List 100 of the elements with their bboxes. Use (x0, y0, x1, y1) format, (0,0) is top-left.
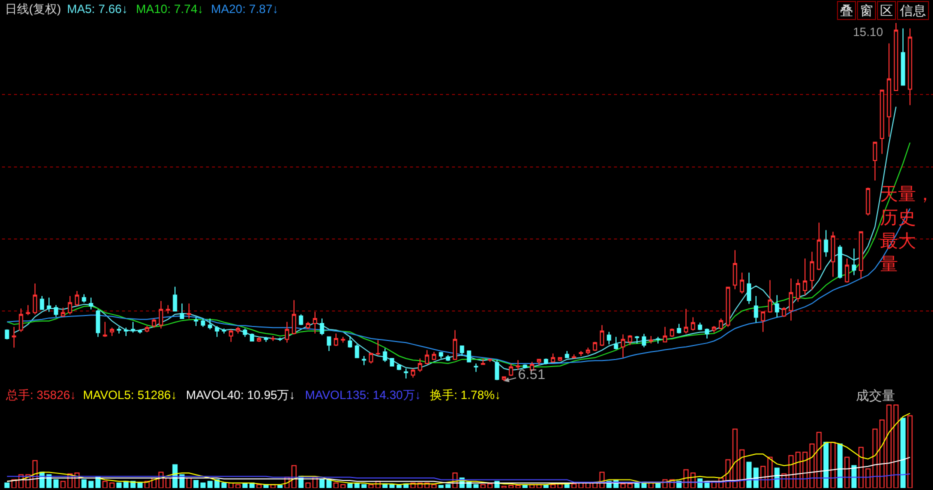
candlestick (474, 363, 478, 372)
candlestick (684, 308, 688, 334)
bar (788, 455, 794, 488)
candlestick (494, 360, 500, 381)
bar (473, 484, 479, 488)
candlestick (158, 300, 164, 329)
candlestick (264, 336, 268, 342)
candlestick (362, 355, 366, 366)
candlestick (726, 286, 730, 328)
candlestick (824, 230, 828, 258)
candlestick (564, 350, 570, 358)
bar (32, 460, 38, 488)
candlestick (438, 351, 444, 359)
candlestick (404, 368, 408, 379)
candlestick (754, 295, 758, 324)
bar (25, 474, 31, 488)
bar (536, 484, 542, 488)
text: MA5: 7.66↓ (67, 2, 128, 16)
candlestick (452, 330, 458, 361)
candlestick (214, 325, 220, 338)
candlestick (908, 28, 912, 106)
candlestick (340, 336, 346, 344)
candlestick (186, 302, 192, 319)
candlestick (320, 318, 324, 336)
candlestick (32, 282, 38, 315)
bar (445, 484, 451, 488)
candlestick (180, 302, 184, 319)
candlestick (628, 334, 632, 346)
candlestick (144, 325, 150, 333)
bar (312, 476, 318, 488)
bar (74, 472, 80, 488)
bar (683, 469, 689, 488)
bar (907, 415, 913, 488)
bar (361, 484, 367, 488)
bar (515, 485, 521, 488)
text: 窗 (860, 3, 873, 18)
candlestick (68, 295, 72, 315)
bar (368, 484, 374, 488)
candlestick (704, 328, 710, 339)
candlestick (410, 368, 416, 378)
bar (186, 478, 192, 488)
bar (417, 482, 423, 488)
bar (627, 483, 633, 488)
bar (340, 484, 346, 488)
bar (767, 456, 773, 488)
bar (256, 484, 262, 488)
candlestick (284, 321, 290, 344)
text: MA20: 7.87↓ (211, 2, 278, 16)
candlestick (40, 295, 44, 310)
bar (60, 480, 66, 488)
candlestick (480, 358, 486, 365)
candlestick (746, 272, 752, 304)
text: 信息 (900, 3, 926, 18)
bar (893, 404, 899, 488)
candlestick (844, 258, 850, 284)
candlestick (550, 352, 556, 364)
bar (11, 479, 17, 488)
candlestick (732, 250, 738, 290)
annotation: 6.51 (518, 366, 546, 382)
bar (732, 428, 738, 488)
candlestick (228, 328, 234, 342)
candlestick (60, 307, 66, 318)
bar (228, 482, 234, 488)
bar (53, 479, 59, 488)
bar (830, 442, 836, 488)
candlestick (270, 335, 276, 342)
candlestick (334, 332, 338, 346)
candlestick (124, 327, 128, 336)
candlestick (236, 326, 240, 334)
bar (550, 484, 556, 488)
text: MA10: 7.74↓ (136, 2, 204, 16)
bar (529, 484, 535, 488)
bar (151, 478, 157, 488)
bar (200, 482, 206, 488)
candlestick (194, 316, 198, 326)
bar (438, 485, 444, 488)
chart-title: 日线(复权) (5, 2, 61, 16)
candlestick (886, 42, 892, 138)
bar (578, 482, 584, 488)
bar (662, 479, 668, 488)
text: 成交量 (856, 388, 895, 403)
bar (648, 482, 654, 488)
candlestick (208, 318, 212, 330)
candlestick (82, 294, 86, 304)
candlestick (718, 318, 724, 330)
text: 总手: 35826↓ (5, 388, 76, 402)
bar (886, 404, 892, 488)
bar (844, 456, 850, 488)
candlestick (138, 328, 142, 334)
candlestick (676, 323, 682, 334)
candlestick (670, 328, 674, 338)
bar (207, 480, 213, 488)
bar (291, 465, 297, 488)
candlestick (46, 297, 52, 312)
bar (158, 472, 164, 488)
candlestick (152, 318, 156, 328)
candlestick (306, 321, 310, 330)
candlestick (788, 278, 794, 322)
candlestick (172, 286, 178, 312)
bar (872, 428, 878, 488)
